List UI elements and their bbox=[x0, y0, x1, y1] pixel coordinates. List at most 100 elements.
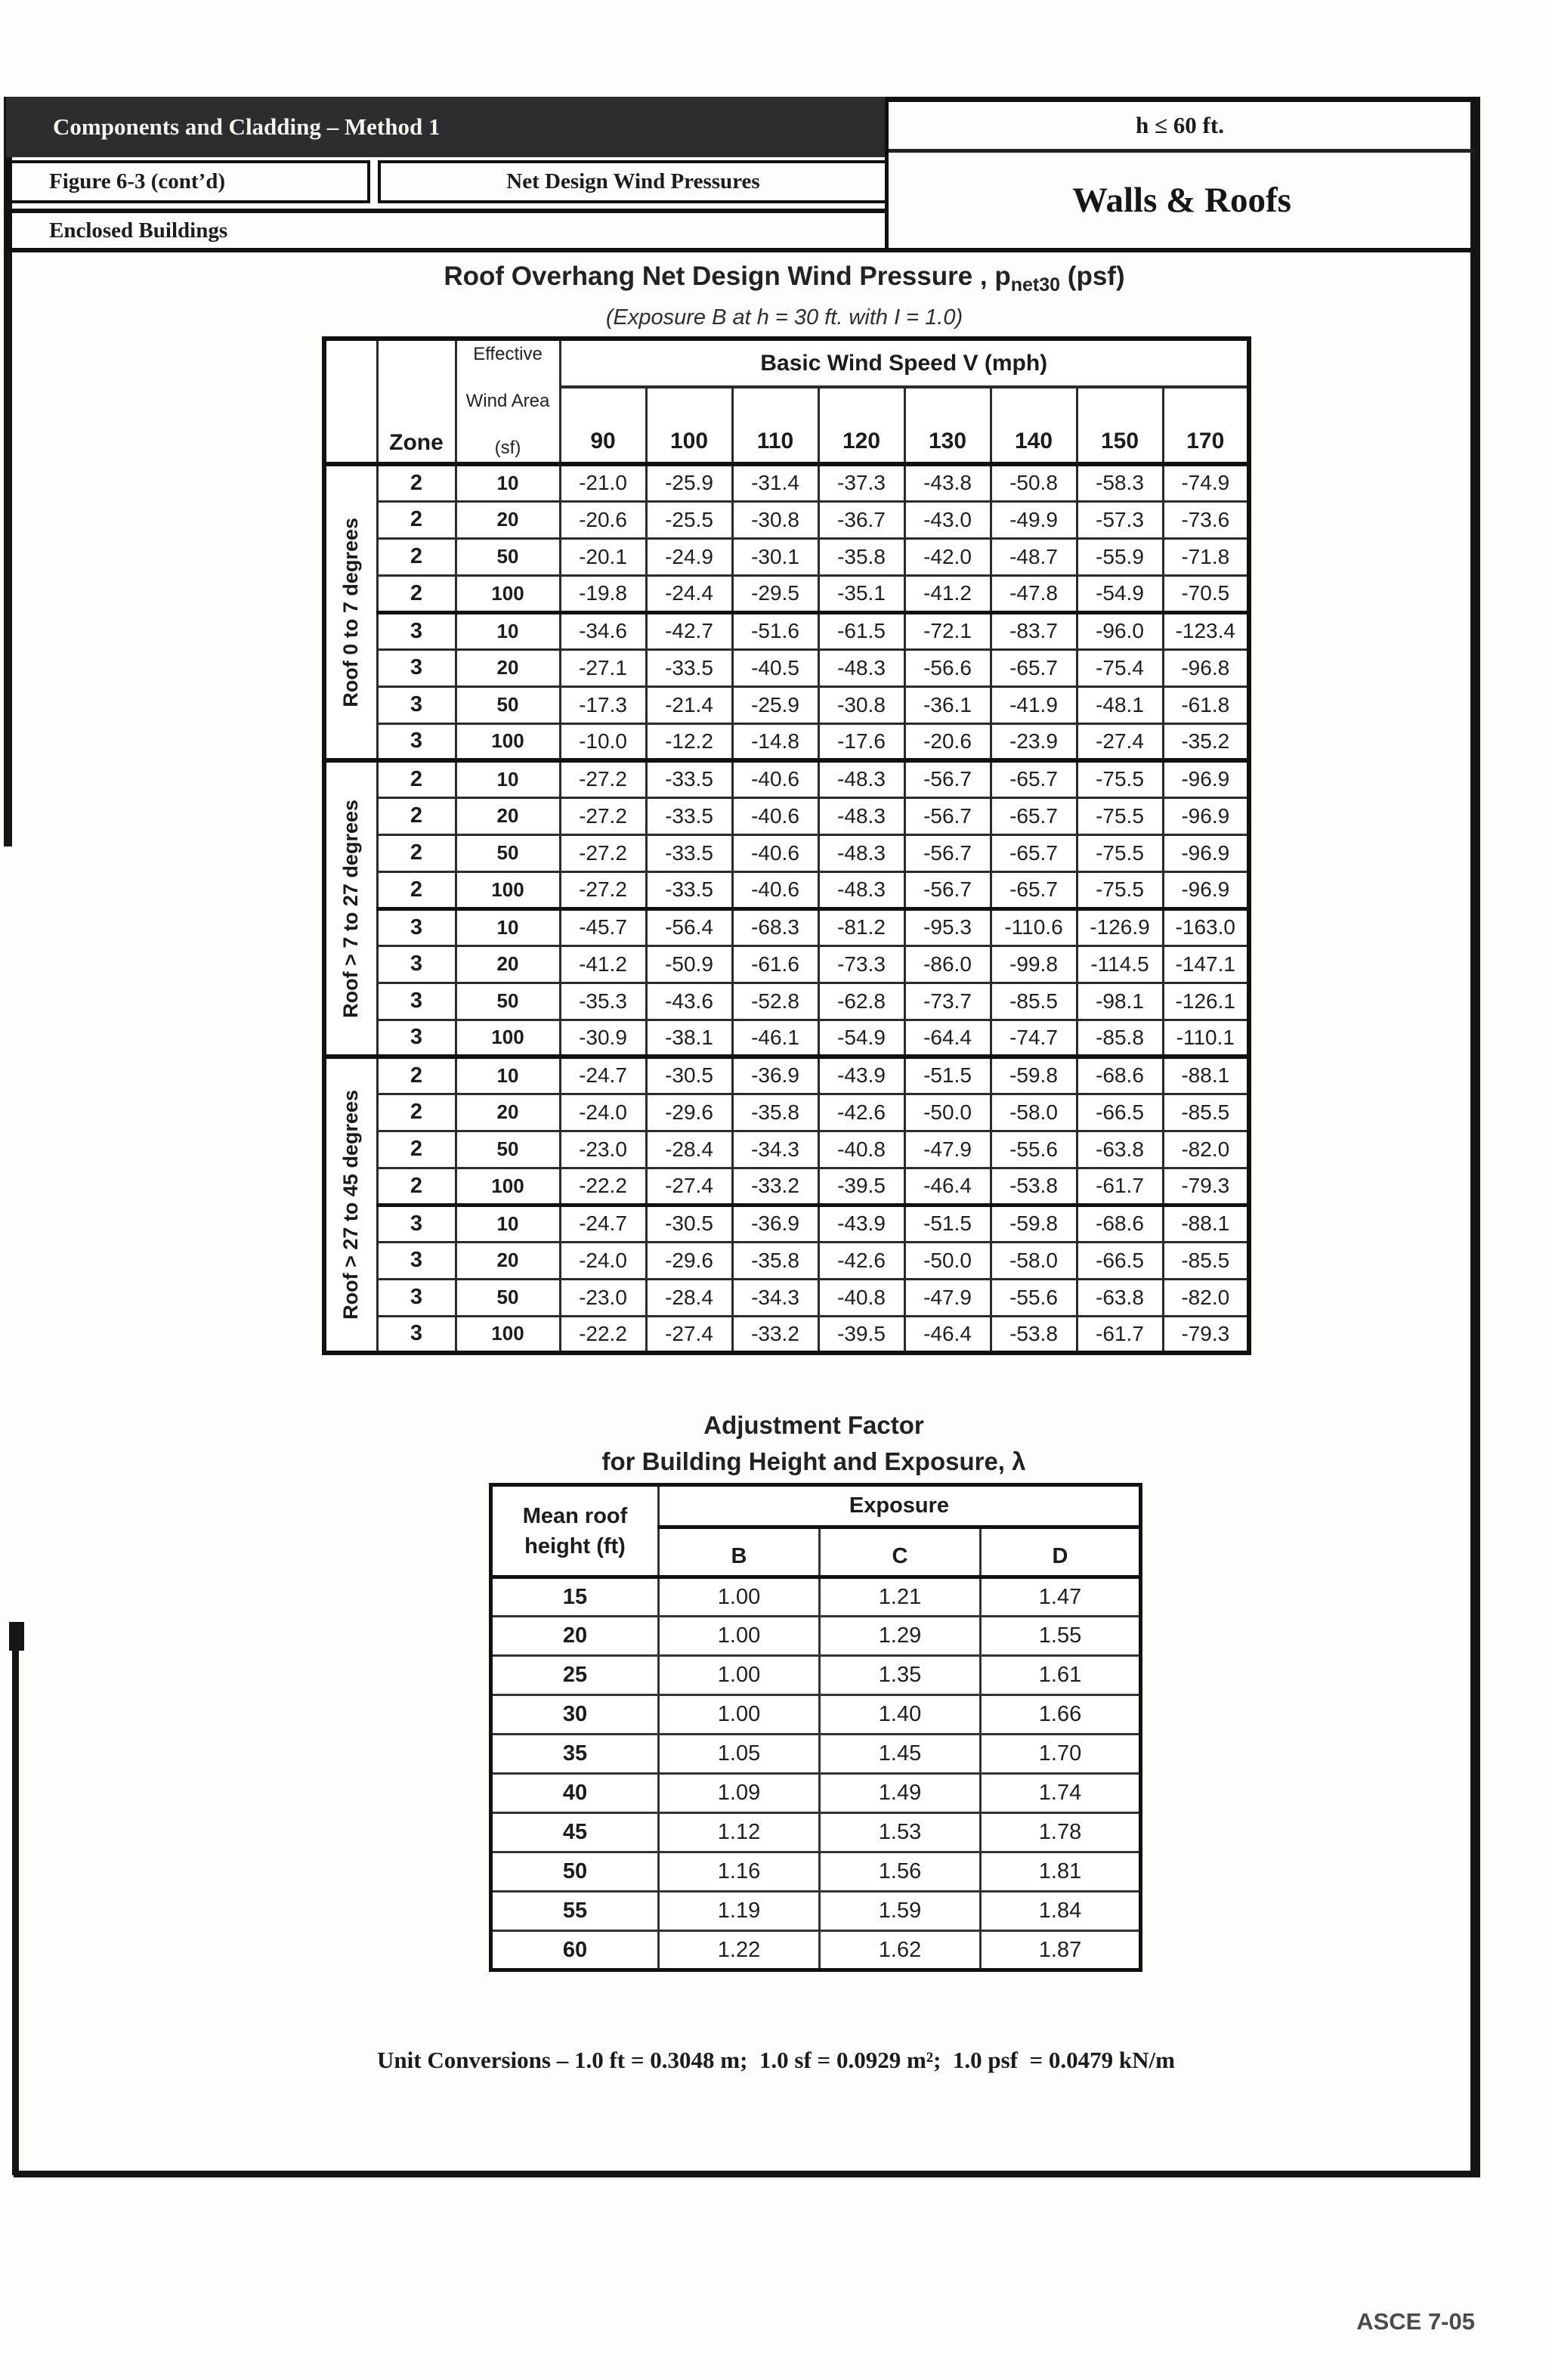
pressure-value-cell: -65.7 bbox=[989, 796, 1078, 836]
pressure-value-cell: -61.7 bbox=[1075, 1166, 1164, 1206]
pressure-value-cell: -48.3 bbox=[817, 833, 906, 873]
pressure-value-cell: -65.7 bbox=[989, 758, 1078, 799]
wind-area-cell: 20 bbox=[454, 500, 561, 540]
wind-table-title: Roof Overhang Net Design Wind Pressure ,… bbox=[233, 262, 1336, 296]
pressure-value-cell: -74.9 bbox=[1161, 462, 1251, 503]
pressure-value-cell: -35.8 bbox=[731, 1240, 820, 1280]
pressure-value-cell: -56.7 bbox=[903, 870, 992, 910]
pressure-value-cell: -50.0 bbox=[903, 1092, 992, 1132]
pressure-value-cell: -61.7 bbox=[1075, 1314, 1164, 1354]
wind-table-row: 3 10 -24.7 -30.5 -36.9 -43.9 -51.5 -59.8 -68.6 -8… bbox=[324, 1202, 1251, 1243]
pressure-value-cell: -96.9 bbox=[1161, 796, 1251, 836]
mean-roof-height-header: Mean roof height (ft) bbox=[490, 1484, 660, 1579]
header-divider bbox=[885, 97, 889, 248]
pressure-value-cell: -37.3 bbox=[817, 462, 906, 503]
reference-label: ASCE 7-05 bbox=[1356, 2308, 1475, 2335]
mean-roof-height-cell: 35 bbox=[490, 1733, 660, 1775]
section-column-header bbox=[323, 337, 379, 466]
adjustment-factor-cell: 1.22 bbox=[657, 1930, 821, 1971]
pressure-value-cell: -62.8 bbox=[817, 981, 906, 1021]
pressure-value-cell: -24.0 bbox=[558, 1240, 648, 1280]
pressure-value-cell: -66.5 bbox=[1075, 1092, 1164, 1132]
zone-cell: 3 bbox=[376, 1018, 457, 1058]
pressure-value-cell: -19.8 bbox=[558, 574, 648, 614]
wind-table-subtitle: (Exposure B at h = 30 ft. with I = 1.0) bbox=[605, 305, 963, 330]
header-bottom-rule bbox=[6, 248, 1475, 252]
zone-cell: 2 bbox=[376, 537, 457, 577]
pressure-value-cell: -95.3 bbox=[903, 906, 992, 947]
wind-area-cell: 20 bbox=[454, 1240, 561, 1280]
wind-table-row: 2 100 -27.2 -33.5 -40.6 -48.3 -56.7 -65.7 -75.5-… bbox=[324, 870, 1251, 910]
adjustment-factor-cell: 1.87 bbox=[979, 1930, 1142, 1971]
pressure-value-cell: -35.3 bbox=[558, 981, 648, 1021]
zone-cell: 2 bbox=[376, 758, 457, 799]
pressure-value-cell: -61.5 bbox=[817, 610, 906, 651]
pressure-value-cell: -40.6 bbox=[731, 758, 820, 799]
pressure-value-cell: -33.5 bbox=[645, 648, 734, 688]
figure-header: Components and Cladding – Method 1 h ≤ 6… bbox=[6, 97, 1475, 252]
pressure-value-cell: -27.4 bbox=[645, 1314, 734, 1354]
zone-cell: 2 bbox=[376, 574, 457, 614]
pressure-value-cell: -43.0 bbox=[903, 500, 992, 540]
pressure-value-cell: -36.7 bbox=[817, 500, 906, 540]
scan-border-bottom bbox=[14, 2171, 1480, 2177]
wind-table-row: 2 50 -23.0 -28.4 -34.3 -40.8 -47.9 -55.6 -63.8 -8… bbox=[324, 1129, 1251, 1169]
pressure-value-cell: -51.6 bbox=[731, 610, 820, 651]
pressure-value-cell: -59.8 bbox=[989, 1054, 1078, 1095]
wind-area-cell: 10 bbox=[454, 906, 561, 947]
pressure-value-cell: -22.2 bbox=[558, 1166, 648, 1206]
roof-section-label: Roof > 7 to 27 degrees bbox=[339, 799, 363, 1018]
effective-wind-area-header: Effective Wind Area (sf) bbox=[454, 337, 561, 466]
adjustment-factor-cell: 1.61 bbox=[979, 1654, 1142, 1696]
figure-number-label: Figure 6-3 (cont’d) bbox=[6, 160, 370, 203]
pressure-value-cell: -85.5 bbox=[989, 981, 1078, 1021]
pressure-value-cell: -24.9 bbox=[645, 537, 734, 577]
pressure-value-cell: -48.3 bbox=[817, 796, 906, 836]
pressure-value-cell: -33.5 bbox=[645, 796, 734, 836]
roof-section-label-cell: Roof > 27 to 45 degrees bbox=[323, 1054, 379, 1354]
adjustment-header-row-1: Mean roof height (ft) Exposure bbox=[490, 1484, 1142, 1579]
wind-area-cell: 50 bbox=[454, 1277, 561, 1317]
adjustment-factor-cell: 1.81 bbox=[979, 1851, 1142, 1893]
pressure-value-cell: -96.0 bbox=[1075, 610, 1164, 651]
pressure-value-cell: -50.0 bbox=[903, 1240, 992, 1280]
wind-table-row: 3 20 -27.1 -33.5 -40.5 -48.3 -56.6 -65.7 -75.4 -9… bbox=[324, 648, 1251, 688]
roof-section-label: Roof > 27 to 45 degrees bbox=[339, 1090, 363, 1320]
pressure-value-cell: -28.4 bbox=[645, 1277, 734, 1317]
pressure-value-cell: -36.9 bbox=[731, 1202, 820, 1243]
pressure-value-cell: -35.8 bbox=[731, 1092, 820, 1132]
pressure-value-cell: -54.9 bbox=[817, 1018, 906, 1058]
speed-header-cell: 150 bbox=[1075, 385, 1164, 466]
pressure-value-cell: -82.0 bbox=[1161, 1277, 1251, 1317]
adjustment-factor-cell: 1.84 bbox=[979, 1890, 1142, 1932]
pressure-value-cell: -42.6 bbox=[817, 1092, 906, 1132]
speed-header-cell: 120 bbox=[817, 385, 906, 466]
pressure-value-cell: -40.8 bbox=[817, 1277, 906, 1317]
adjustment-row: 50 1.16 1.56 1.81 bbox=[490, 1851, 1142, 1893]
wind-table-row: 3 50 -35.3 -43.6 -52.8 -62.8 -73.7 -85.5 -98.1 -1… bbox=[324, 981, 1251, 1021]
mean-roof-height-cell: 40 bbox=[490, 1772, 660, 1814]
mean-roof-height-cell: 30 bbox=[490, 1694, 660, 1735]
roof-section-label: Roof 0 to 7 degrees bbox=[339, 517, 363, 707]
adjustment-row: 35 1.05 1.45 1.70 bbox=[490, 1733, 1142, 1775]
pressure-value-cell: -114.5 bbox=[1075, 944, 1164, 984]
adjustment-factor-cell: 1.74 bbox=[979, 1772, 1142, 1814]
wind-area-cell: 20 bbox=[454, 648, 561, 688]
wind-table-row: 3 100 -22.2 -27.4 -33.2 -39.5 -46.4 -53.8 -61.7-… bbox=[324, 1314, 1251, 1354]
pressure-value-cell: -96.9 bbox=[1161, 833, 1251, 873]
adjustment-factor-cell: 1.00 bbox=[657, 1576, 821, 1617]
pressure-value-cell: -58.3 bbox=[1075, 462, 1164, 503]
pressure-value-cell: -59.8 bbox=[989, 1202, 1078, 1243]
pressure-value-cell: -48.3 bbox=[817, 648, 906, 688]
pressure-value-cell: -64.4 bbox=[903, 1018, 992, 1058]
wind-area-cell: 100 bbox=[454, 1166, 561, 1206]
pressure-value-cell: -29.5 bbox=[731, 574, 820, 614]
pressure-value-cell: -53.8 bbox=[989, 1314, 1078, 1354]
pressure-value-cell: -43.6 bbox=[645, 981, 734, 1021]
wind-table-row: 3 100 -30.9 -38.1 -46.1 -54.9 -64.4 -74.7 -85.8-… bbox=[324, 1018, 1251, 1058]
pressure-value-cell: -63.8 bbox=[1075, 1277, 1164, 1317]
pressure-value-cell: -31.4 bbox=[731, 462, 820, 503]
pressure-value-cell: -34.3 bbox=[731, 1277, 820, 1317]
pressure-value-cell: -34.6 bbox=[558, 610, 648, 651]
pressure-value-cell: -56.4 bbox=[645, 906, 734, 947]
